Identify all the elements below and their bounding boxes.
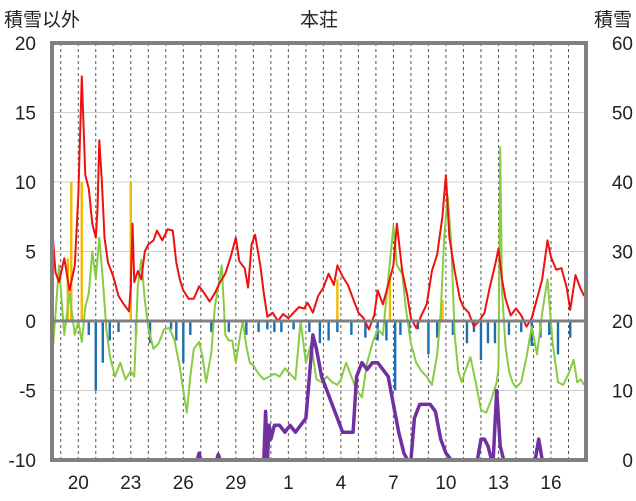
y-axis-label-right: 積雪: [594, 9, 632, 31]
negative-bar: [257, 321, 260, 333]
snow-depth-line: [52, 333, 585, 462]
negative-bar: [548, 321, 551, 335]
negative-bar: [493, 321, 497, 344]
negative-bar: [87, 321, 90, 335]
negative-bar: [465, 321, 469, 344]
negative-bar: [94, 321, 97, 391]
x-tick: 26: [173, 473, 194, 494]
negative-bar: [399, 321, 402, 335]
precipitation-bar: [66, 258, 69, 321]
negative-bar: [169, 321, 173, 330]
negative-bar: [569, 321, 572, 338]
negative-bar: [101, 321, 104, 363]
negative-bar: [327, 321, 330, 341]
negative-bar: [108, 321, 111, 341]
negative-bar: [266, 321, 269, 330]
negative-bar: [520, 321, 523, 333]
negative-bar: [350, 321, 353, 335]
x-tick: 7: [388, 473, 399, 494]
negative-bar: [427, 321, 430, 355]
precipitation-bar: [441, 300, 444, 321]
line-layer: [51, 75, 586, 462]
temp-min-line: [51, 146, 586, 414]
y-tick-right: 20: [612, 312, 633, 333]
chart-title: 本荘: [300, 9, 338, 31]
negative-bar: [393, 321, 397, 391]
negative-bar: [227, 321, 231, 333]
x-tick: 1: [283, 473, 294, 494]
x-tick: 4: [336, 473, 347, 494]
y-tick-left: 5: [25, 243, 36, 264]
y-tick-right: 0: [622, 451, 633, 472]
negative-bar: [273, 321, 276, 333]
negative-bar: [189, 321, 192, 335]
x-tick: 23: [120, 473, 141, 494]
y-tick-left: 20: [15, 34, 36, 55]
negative-bar: [530, 321, 533, 347]
y-tick-left: 10: [15, 173, 36, 194]
precipitation-bar: [388, 279, 392, 321]
negative-bar: [336, 321, 339, 333]
x-tick: 20: [68, 473, 89, 494]
negative-bar: [318, 321, 322, 344]
negative-bar: [175, 321, 178, 341]
negative-bar: [245, 321, 248, 335]
y-tick-left: -10: [9, 451, 36, 472]
negative-bar: [479, 321, 483, 360]
negative-bar: [292, 321, 295, 330]
negative-bar: [308, 321, 311, 333]
y-tick-right: 10: [612, 382, 633, 403]
x-tick: 29: [225, 473, 246, 494]
y-tick-right: 40: [612, 173, 633, 194]
x-tick: 16: [540, 473, 561, 494]
y-tick-left: 0: [25, 312, 36, 333]
y-axis-label-left: 積雪以外: [4, 9, 80, 31]
precipitation-bar: [336, 279, 339, 321]
negative-bar: [210, 321, 213, 333]
x-tick: 10: [435, 473, 456, 494]
y-tick-right: 60: [612, 34, 633, 55]
negative-bar: [507, 321, 511, 335]
negative-bar: [117, 321, 120, 333]
y-tick-right: 50: [612, 104, 633, 125]
y-tick-left: -5: [19, 382, 36, 403]
plot-frame: [50, 41, 588, 462]
negative-bar: [556, 321, 560, 355]
negative-bar: [486, 321, 490, 344]
negative-bar: [451, 321, 455, 335]
negative-bar: [385, 321, 388, 341]
y-tick-left: 15: [15, 104, 36, 125]
y-tick-right: 30: [612, 243, 633, 264]
x-tick: 13: [488, 473, 509, 494]
negative-bar: [364, 321, 367, 338]
precipitation-bar: [80, 182, 83, 321]
temp-max-line: [51, 75, 586, 331]
negative-bar: [435, 321, 439, 338]
negative-bar: [280, 321, 283, 333]
precipitation-bar: [70, 182, 73, 321]
negative-bar: [182, 321, 185, 363]
